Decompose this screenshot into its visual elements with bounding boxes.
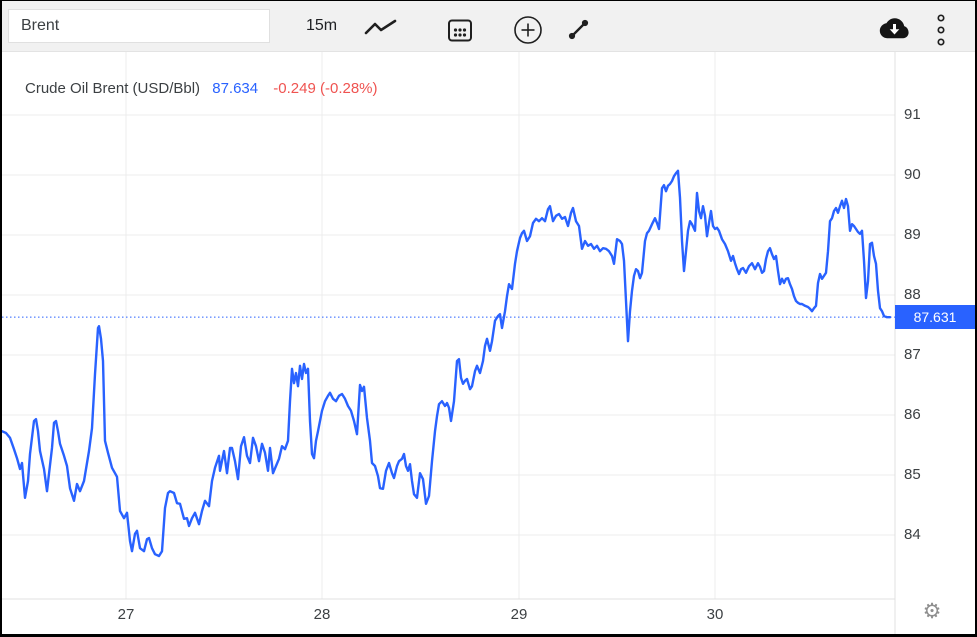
last-price: 87.634 bbox=[212, 80, 259, 97]
y-axis-tick: 89 bbox=[904, 226, 921, 243]
y-axis-tick: 91 bbox=[904, 106, 921, 123]
y-axis-tick: 88 bbox=[904, 286, 921, 303]
price-line-series bbox=[2, 169, 892, 558]
plus-circle-icon bbox=[513, 16, 543, 48]
interval-button[interactable]: 15m bbox=[302, 14, 341, 38]
trend-line-icon bbox=[566, 19, 592, 45]
calendar-icon bbox=[446, 19, 474, 47]
gear-icon: ⚙ bbox=[922, 600, 942, 623]
y-axis-tick: 85 bbox=[904, 466, 921, 483]
settings-button[interactable]: ⚙ bbox=[917, 597, 947, 627]
sparkline-icon bbox=[364, 19, 398, 43]
x-axis-tick: 28 bbox=[313, 606, 331, 623]
calendar-button[interactable] bbox=[446, 16, 474, 44]
toolbar: 15m bbox=[2, 1, 975, 52]
trend-line-tool-button[interactable] bbox=[566, 16, 592, 42]
x-axis-tick: 30 bbox=[706, 606, 724, 623]
chart-style-button[interactable] bbox=[364, 18, 398, 40]
download-button[interactable] bbox=[878, 16, 911, 43]
price-change: -0.249 (-0.28%) bbox=[273, 80, 378, 97]
more-menu-button[interactable] bbox=[935, 13, 947, 47]
x-axis-tick: 27 bbox=[117, 606, 135, 623]
x-axis-tick: 29 bbox=[510, 606, 528, 623]
y-axis-tick: 90 bbox=[904, 166, 921, 183]
add-button[interactable] bbox=[513, 15, 543, 45]
kebab-menu-icon bbox=[935, 14, 947, 50]
cloud-download-icon bbox=[878, 18, 911, 46]
y-axis-tick: 86 bbox=[904, 406, 921, 423]
legend: Crude Oil Brent (USD/Bbl) 87.634 -0.249 … bbox=[25, 80, 378, 97]
instrument-name: Crude Oil Brent (USD/Bbl) bbox=[25, 80, 201, 97]
current-price-tag: 87.631 bbox=[895, 305, 975, 330]
y-axis-tick: 87 bbox=[904, 346, 921, 363]
symbol-input[interactable] bbox=[8, 9, 270, 43]
y-axis-tick: 84 bbox=[904, 526, 921, 543]
